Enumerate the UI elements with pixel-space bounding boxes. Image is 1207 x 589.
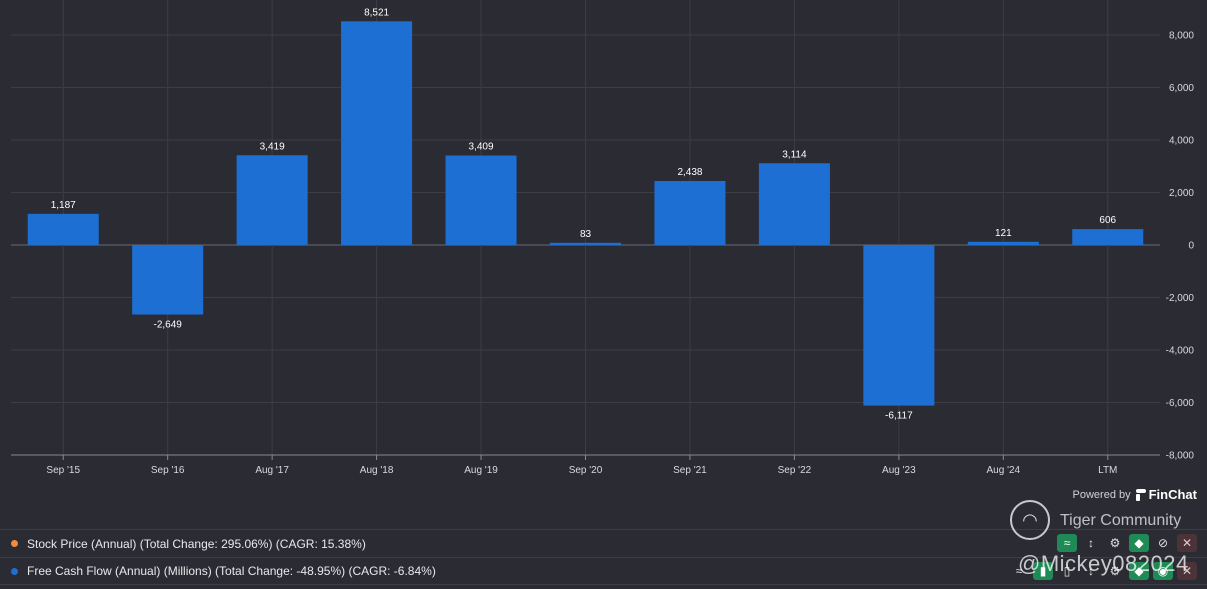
x-tick-label: Aug '23 bbox=[882, 465, 916, 476]
finchat-brand-text: FinChat bbox=[1148, 487, 1197, 502]
sort-icon[interactable]: ↕ bbox=[1088, 536, 1094, 550]
close-icon[interactable]: ✕ bbox=[1177, 534, 1197, 552]
watermark-community: Tiger Community bbox=[1060, 512, 1182, 529]
y-tick-label: 4,000 bbox=[1169, 136, 1194, 147]
data-label: -2,649 bbox=[154, 320, 183, 331]
bar bbox=[27, 213, 99, 245]
y-tick-label: -6,000 bbox=[1166, 398, 1195, 409]
series-controls-free-cash-flow: ≈ ▮ ▯ ↕ ⚙ ◆ ◉ ✕ bbox=[1009, 561, 1197, 581]
legend-dot-stock-price bbox=[11, 540, 18, 547]
series-controls-stock-price: ≈ ↕ ⚙ ◆ ⊘ ✕ bbox=[1057, 533, 1197, 553]
data-label: 3,114 bbox=[782, 149, 807, 160]
data-label: 1,187 bbox=[51, 200, 76, 211]
gear-icon[interactable]: ⚙ bbox=[1109, 564, 1121, 578]
y-tick-label: 6,000 bbox=[1169, 83, 1194, 94]
y-tick-label: 8,000 bbox=[1169, 31, 1194, 42]
bar bbox=[236, 155, 308, 245]
bar bbox=[1072, 229, 1144, 245]
bar-chart-icon[interactable]: ▮ bbox=[1033, 562, 1053, 580]
y-tick-label: -2,000 bbox=[1166, 293, 1195, 304]
data-label: 2,438 bbox=[677, 167, 702, 178]
line-chart-icon[interactable]: ≈ bbox=[1015, 564, 1023, 578]
x-tick-label: Aug '24 bbox=[987, 465, 1021, 476]
x-tick-label: Sep '16 bbox=[151, 465, 185, 476]
bar bbox=[132, 245, 204, 315]
y-tick-label: -4,000 bbox=[1166, 346, 1195, 357]
x-tick-label: Sep '20 bbox=[569, 465, 603, 476]
fcf-bar-chart: 8,000 6,000 4,000 2,000 0 -2,000 -4,000 -6,000 -… bbox=[11, 0, 1195, 476]
x-tick-label: Aug '19 bbox=[464, 465, 498, 476]
sort-icon[interactable]: ↕ bbox=[1088, 564, 1094, 578]
bar bbox=[445, 155, 517, 245]
y-tick-label: 2,000 bbox=[1169, 188, 1194, 199]
data-label: -6,117 bbox=[885, 411, 913, 422]
bar-chart-alt-icon[interactable]: ▯ bbox=[1063, 564, 1071, 578]
bar bbox=[758, 163, 830, 245]
data-label: 3,409 bbox=[469, 142, 494, 153]
x-tick-label: Sep '21 bbox=[673, 465, 707, 476]
legend-row-free-cash-flow[interactable]: Free Cash Flow (Annual) (Millions) (Tota… bbox=[0, 557, 1207, 585]
legend-dot-free-cash-flow bbox=[11, 567, 18, 575]
eye-icon[interactable]: ◉ bbox=[1153, 562, 1173, 580]
tag-icon[interactable]: ◆ bbox=[1129, 534, 1149, 552]
x-tick-label: LTM bbox=[1098, 465, 1117, 476]
finchat-logo: FinChat bbox=[1135, 487, 1197, 502]
data-label: 3,419 bbox=[260, 141, 285, 152]
x-tick-label: Aug '17 bbox=[255, 465, 289, 476]
data-label: 606 bbox=[1099, 215, 1116, 226]
legend-label-free-cash-flow: Free Cash Flow (Annual) (Millions) (Tota… bbox=[27, 564, 436, 578]
tag-icon[interactable]: ◆ bbox=[1129, 562, 1149, 580]
y-tick-label: -8,000 bbox=[1166, 451, 1195, 462]
data-label: 8,521 bbox=[364, 7, 389, 18]
powered-by[interactable]: Powered by FinChat bbox=[1073, 487, 1197, 502]
data-label: 121 bbox=[995, 228, 1012, 239]
bar bbox=[549, 242, 622, 245]
bar bbox=[863, 245, 935, 406]
legend-row-stock-price[interactable]: Stock Price (Annual) (Total Change: 295.… bbox=[0, 529, 1207, 557]
data-label: 83 bbox=[580, 229, 592, 240]
finchat-icon bbox=[1135, 488, 1146, 501]
x-tick-label: Sep '15 bbox=[46, 465, 80, 476]
legend-label-stock-price: Stock Price (Annual) (Total Change: 295.… bbox=[27, 536, 366, 551]
hide-icon[interactable]: ⊘ bbox=[1157, 536, 1169, 550]
y-tick-label: 0 bbox=[1188, 241, 1194, 252]
line-chart-icon[interactable]: ≈ bbox=[1057, 534, 1077, 552]
x-tick-label: Sep '22 bbox=[778, 465, 812, 476]
powered-by-label: Powered by bbox=[1072, 488, 1131, 501]
x-tick-label: Aug '18 bbox=[360, 465, 394, 476]
gear-icon[interactable]: ⚙ bbox=[1109, 536, 1121, 550]
close-icon[interactable]: ✕ bbox=[1177, 562, 1197, 580]
bar bbox=[967, 241, 1039, 245]
bar bbox=[341, 21, 413, 246]
bar bbox=[654, 181, 726, 245]
